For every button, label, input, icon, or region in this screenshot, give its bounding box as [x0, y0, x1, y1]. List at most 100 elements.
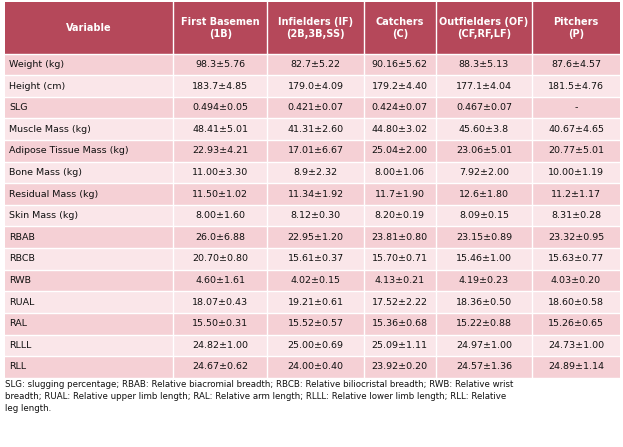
Text: RUAL: RUAL [9, 298, 35, 307]
Text: 25.09±1.11: 25.09±1.11 [372, 341, 428, 350]
Text: 20.70±0.80: 20.70±0.80 [193, 254, 249, 263]
Text: 40.67±4.65: 40.67±4.65 [548, 125, 604, 134]
Text: 15.26±0.65: 15.26±0.65 [548, 319, 604, 328]
Text: 11.2±1.17: 11.2±1.17 [551, 190, 601, 198]
Text: Muscle Mass (kg): Muscle Mass (kg) [9, 125, 91, 134]
Bar [173, 118, 267, 140]
Text: 181.5±4.76: 181.5±4.76 [548, 81, 604, 91]
Bar [364, 313, 435, 334]
Text: 0.424±0.07: 0.424±0.07 [372, 103, 428, 112]
Text: 15.52±0.57: 15.52±0.57 [288, 319, 344, 328]
Text: 0.421±0.07: 0.421±0.07 [288, 103, 344, 112]
Text: RBAB: RBAB [9, 233, 36, 242]
Text: 7.92±2.00: 7.92±2.00 [459, 168, 509, 177]
Text: RLL: RLL [9, 363, 26, 371]
Text: 82.7±5.22: 82.7±5.22 [290, 60, 341, 69]
Text: 44.80±3.02: 44.80±3.02 [372, 125, 428, 134]
Bar [364, 140, 435, 162]
Bar [364, 75, 435, 97]
Bar [364, 205, 435, 227]
Bar [532, 313, 620, 334]
Bar [435, 118, 532, 140]
Bar [173, 291, 267, 313]
Text: SLG: SLG [9, 103, 28, 112]
Text: 11.00±3.30: 11.00±3.30 [193, 168, 249, 177]
Text: 18.07±0.43: 18.07±0.43 [193, 298, 249, 307]
Bar [267, 270, 364, 291]
Text: 17.01±6.67: 17.01±6.67 [288, 146, 344, 156]
Text: 45.60±3.8: 45.60±3.8 [459, 125, 509, 134]
Text: RLLL: RLLL [9, 341, 32, 350]
Bar [532, 248, 620, 270]
Bar [364, 2, 435, 54]
Text: 11.50±1.02: 11.50±1.02 [193, 190, 249, 198]
Bar [173, 97, 267, 118]
Text: 8.00±1.60: 8.00±1.60 [196, 211, 245, 220]
Text: 23.15±0.89: 23.15±0.89 [456, 233, 512, 242]
Bar [532, 227, 620, 248]
Text: 15.70±0.71: 15.70±0.71 [372, 254, 428, 263]
Text: 19.21±0.61: 19.21±0.61 [288, 298, 344, 307]
Text: 24.57±1.36: 24.57±1.36 [456, 363, 512, 371]
Text: 4.19±0.23: 4.19±0.23 [459, 276, 509, 285]
Text: 22.95±1.20: 22.95±1.20 [288, 233, 344, 242]
Bar [267, 334, 364, 356]
Text: 8.12±0.30: 8.12±0.30 [290, 211, 341, 220]
Text: Variable: Variable [66, 23, 112, 33]
Bar [5, 270, 173, 291]
Text: 4.60±1.61: 4.60±1.61 [196, 276, 245, 285]
Text: 23.32±0.95: 23.32±0.95 [548, 233, 604, 242]
Bar [173, 75, 267, 97]
Text: Catchers
(C): Catchers (C) [376, 17, 424, 39]
Text: 18.60±0.58: 18.60±0.58 [548, 298, 604, 307]
Text: 12.6±1.80: 12.6±1.80 [459, 190, 509, 198]
Text: 90.16±5.62: 90.16±5.62 [372, 60, 428, 69]
Text: 23.92±0.20: 23.92±0.20 [372, 363, 428, 371]
Bar [364, 334, 435, 356]
Bar [5, 140, 173, 162]
Bar [173, 248, 267, 270]
Text: Outfielders (OF)
(CF,RF,LF): Outfielders (OF) (CF,RF,LF) [439, 17, 528, 39]
Bar [5, 313, 173, 334]
Bar [173, 356, 267, 378]
Text: 23.06±5.01: 23.06±5.01 [456, 146, 512, 156]
Bar [5, 334, 173, 356]
Bar [5, 205, 173, 227]
Bar [364, 183, 435, 205]
Bar [532, 356, 620, 378]
Bar [5, 291, 173, 313]
Bar [364, 97, 435, 118]
Text: 18.36±0.50: 18.36±0.50 [456, 298, 512, 307]
Bar [435, 248, 532, 270]
Bar [267, 75, 364, 97]
Bar [435, 205, 532, 227]
Bar [267, 140, 364, 162]
Bar [267, 118, 364, 140]
Bar [5, 97, 173, 118]
Text: 41.31±2.60: 41.31±2.60 [288, 125, 344, 134]
Bar [5, 227, 173, 248]
Bar [532, 75, 620, 97]
Text: 8.00±1.06: 8.00±1.06 [375, 168, 425, 177]
Text: 98.3±5.76: 98.3±5.76 [195, 60, 245, 69]
Bar [532, 183, 620, 205]
Bar [173, 205, 267, 227]
Text: Weight (kg): Weight (kg) [9, 60, 64, 69]
Bar [173, 270, 267, 291]
Bar [173, 227, 267, 248]
Text: 25.04±2.00: 25.04±2.00 [372, 146, 428, 156]
Bar [435, 54, 532, 75]
Text: RBCB: RBCB [9, 254, 36, 263]
Text: RAL: RAL [9, 319, 27, 328]
Bar [364, 291, 435, 313]
Text: 10.00±1.19: 10.00±1.19 [548, 168, 604, 177]
Text: First Basemen
(1B): First Basemen (1B) [181, 17, 260, 39]
Bar [532, 334, 620, 356]
Bar [5, 162, 173, 183]
Bar [267, 205, 364, 227]
Text: 4.13±0.21: 4.13±0.21 [374, 276, 425, 285]
Text: 183.7±4.85: 183.7±4.85 [193, 81, 249, 91]
Text: 23.81±0.80: 23.81±0.80 [372, 233, 428, 242]
Bar [532, 97, 620, 118]
Bar [267, 162, 364, 183]
